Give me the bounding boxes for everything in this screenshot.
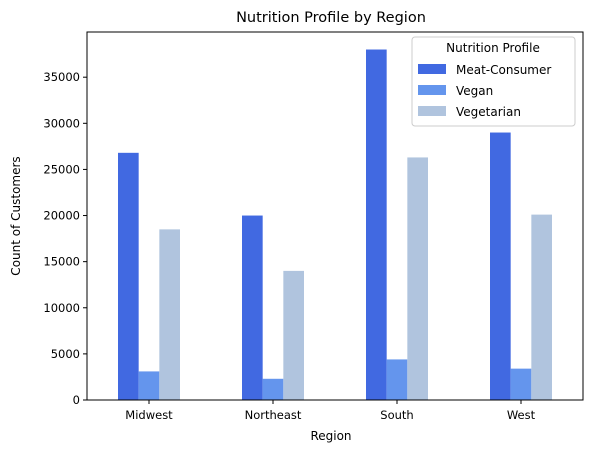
bar-vegetarian-south xyxy=(407,157,428,400)
x-axis: Midwest Northeast South West xyxy=(125,400,536,422)
bar-vegan-northeast xyxy=(262,378,284,400)
y-tick-label: 15000 xyxy=(43,255,80,269)
y-tick-label: 25000 xyxy=(43,162,80,176)
bar-vegetarian-northeast xyxy=(283,270,304,400)
bar-meat-consumer-midwest xyxy=(118,152,139,400)
bar-vegan-south xyxy=(386,359,408,400)
legend-label: Vegetarian xyxy=(456,105,521,119)
x-tick-label: West xyxy=(507,408,536,422)
y-tick-label: 35000 xyxy=(43,70,80,84)
x-tick-label: Midwest xyxy=(125,408,173,422)
legend-swatch xyxy=(418,85,446,95)
bar-vegetarian-west xyxy=(531,214,552,400)
x-axis-label: Region xyxy=(310,429,351,443)
bar-meat-consumer-northeast xyxy=(242,215,263,400)
legend-label: Vegan xyxy=(456,84,493,98)
x-tick-label: South xyxy=(380,408,413,422)
legend-label: Meat-Consumer xyxy=(456,63,551,77)
y-axis-label: Count of Customers xyxy=(9,156,23,275)
legend-frame xyxy=(411,36,576,127)
bars-group xyxy=(118,49,552,401)
legend: Nutrition Profile Meat-Consumer Vegan Vege… xyxy=(411,36,576,127)
legend-title: Nutrition Profile xyxy=(446,41,540,55)
bar-vegetarian-midwest xyxy=(159,229,180,400)
bar-meat-consumer-south xyxy=(366,49,387,401)
bar-vegan-midwest xyxy=(138,371,160,400)
bar-meat-consumer-west xyxy=(490,132,511,400)
legend-swatch xyxy=(418,64,446,74)
chart-title: Nutrition Profile by Region xyxy=(236,10,426,26)
y-tick-label: 30000 xyxy=(43,116,80,130)
y-tick-label: 5000 xyxy=(51,347,80,361)
legend-swatch xyxy=(418,106,446,116)
y-tick-label: 10000 xyxy=(43,301,80,315)
x-tick-label: Northeast xyxy=(245,408,302,422)
y-axis: 0 5000 10000 15000 20000 25000 30000 35000 xyxy=(43,70,87,407)
bar-vegan-west xyxy=(510,368,532,400)
y-tick-label: 0 xyxy=(73,393,80,407)
y-tick-label: 20000 xyxy=(43,209,80,223)
plot-frame xyxy=(86,31,584,401)
